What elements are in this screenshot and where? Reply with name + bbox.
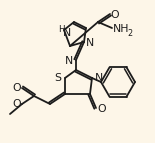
Text: H: H (58, 24, 64, 33)
Text: N: N (65, 56, 73, 66)
Text: O: O (98, 104, 106, 114)
Text: O: O (13, 83, 21, 93)
Text: N: N (63, 28, 71, 38)
Text: 2: 2 (127, 28, 133, 37)
Text: S: S (55, 73, 62, 83)
Text: N: N (95, 73, 103, 83)
Text: O: O (13, 99, 21, 109)
Text: N: N (86, 38, 94, 48)
Text: NH: NH (113, 24, 129, 34)
Text: O: O (111, 10, 119, 20)
